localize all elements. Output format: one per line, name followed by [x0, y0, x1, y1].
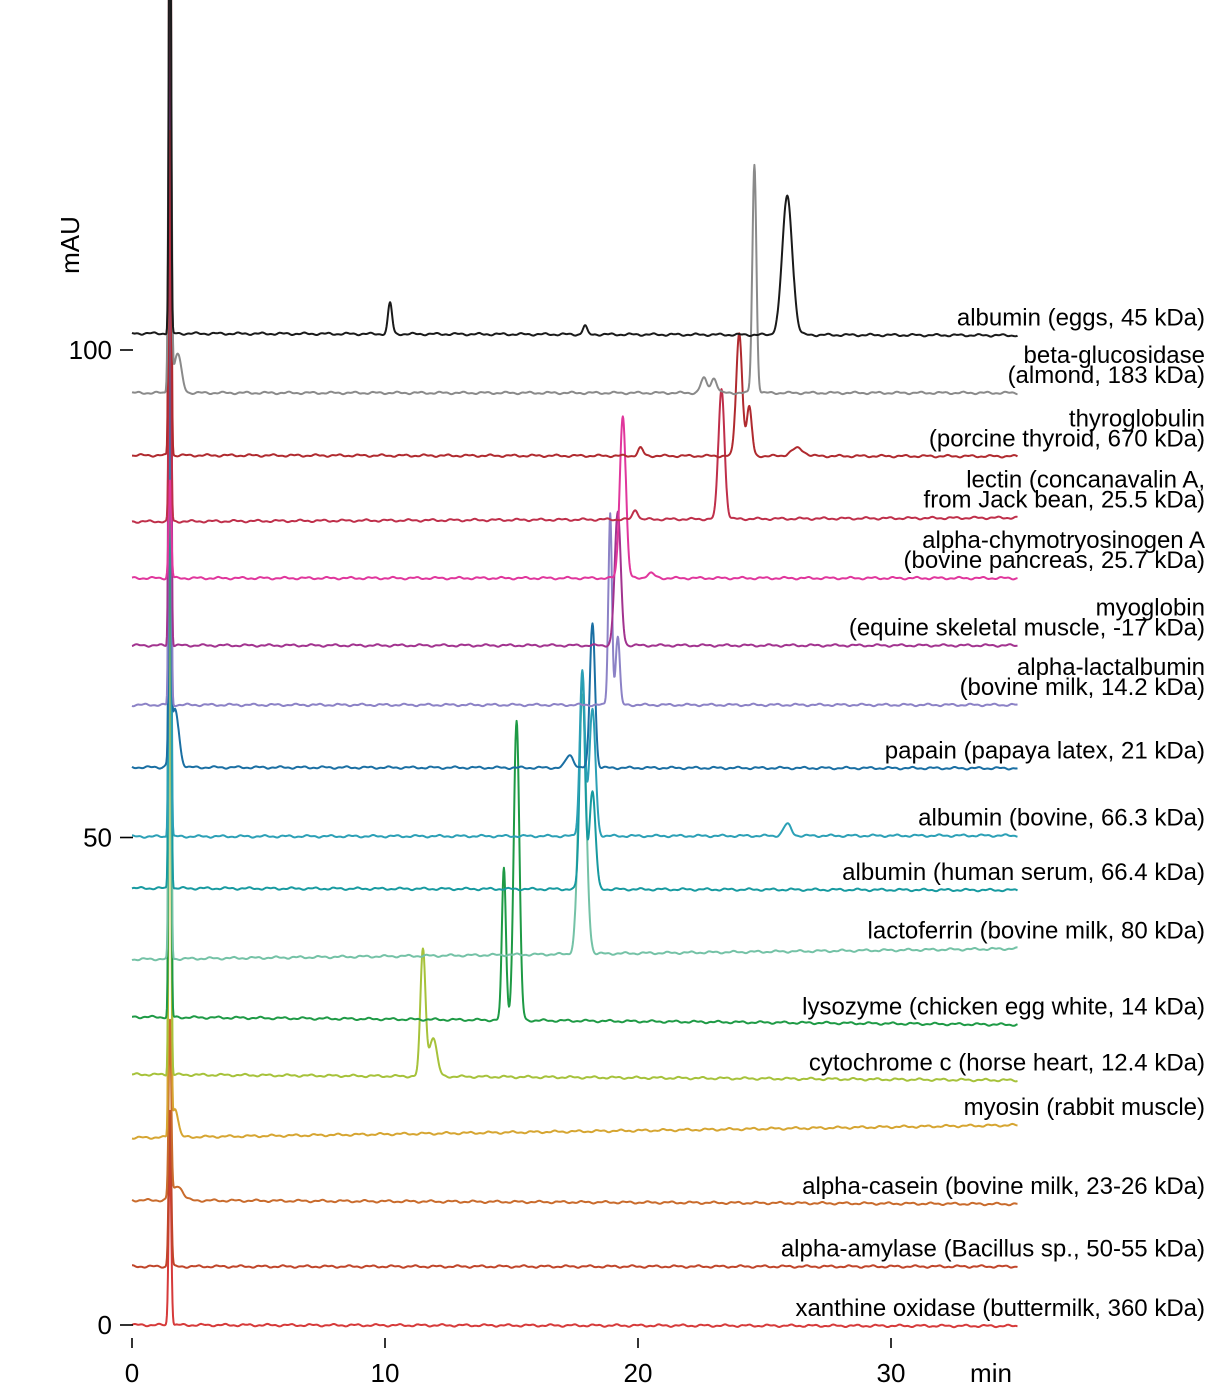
- trace-papain: [131, 273, 1018, 771]
- trace-albumin-eggs-: [131, 0, 1019, 338]
- series-label: albumin (eggs, 45 kDa): [957, 304, 1205, 331]
- trace-alpha-casein: [131, 1018, 1018, 1207]
- series-label: from Jack bean, 25.5 kDa): [924, 487, 1205, 514]
- series-label: papain (papaya latex, 21 kDa): [885, 737, 1205, 764]
- axes: mAU min: [55, 216, 1012, 1388]
- trace-albumin-bovine-: [131, 0, 1018, 839]
- y-tick-label: 100: [69, 335, 112, 365]
- series-label: cytochrome c (horse heart, 12.4 kDa): [809, 1049, 1205, 1076]
- series-label: albumin (bovine, 66.3 kDa): [918, 805, 1205, 832]
- series-label: alpha-amylase (Bacillus sp., 50-55 kDa): [781, 1236, 1205, 1263]
- series-label: lectin (concanavalin A,: [966, 467, 1205, 494]
- tick-layer: 0 50 100 0 10 20 30: [69, 335, 906, 1388]
- y-tick-label: 0: [98, 1310, 112, 1340]
- series-label: alpha-casein (bovine milk, 23-26 kDa): [802, 1173, 1205, 1200]
- series-label: (almond, 183 kDa): [1008, 362, 1205, 389]
- trace-alpha-lactalbumin: [131, 0, 1018, 708]
- series-label-layer: xanthine oxidase (buttermilk, 360 kDa) al…: [781, 304, 1205, 1322]
- series-label: (bovine pancreas, 25.7 kDa): [904, 547, 1206, 574]
- series-label: (equine skeletal muscle, -17 kDa): [849, 614, 1205, 641]
- y-axis-label: mAU: [55, 216, 85, 274]
- trace-myoglobin: [131, 0, 1018, 648]
- x-tick-label: 0: [125, 1358, 139, 1388]
- series-label: xanthine oxidase (buttermilk, 360 kDa): [795, 1295, 1205, 1322]
- series-label: myoglobin: [1096, 594, 1205, 621]
- trace-alpha-amylase: [131, 1109, 1018, 1269]
- trace-alpha-chymotrypsinogen-a: [131, 415, 1018, 581]
- trace-beta-glucosidase: [131, 0, 1018, 396]
- series-label: (bovine milk, 14.2 kDa): [960, 674, 1205, 701]
- x-tick-label: 20: [624, 1358, 653, 1388]
- trace-lectin: [131, 130, 1018, 524]
- series-label: alpha-lactalbumin: [1017, 654, 1205, 681]
- trace-albumin-human-serum-: [131, 10, 1019, 893]
- trace-xanthine-oxidase: [131, 1149, 1018, 1329]
- series-label: (porcine thyroid, 670 kDa): [929, 425, 1205, 452]
- trace-cytochrome-c: [131, 293, 1018, 1083]
- series-label: beta-glucosidase: [1024, 342, 1205, 369]
- trace-myosin: [131, 397, 1018, 1140]
- series-label: alpha-chymotryosinogen A: [922, 527, 1205, 554]
- series-label: thyroglobulin: [1069, 405, 1205, 432]
- series-label: myosin (rabbit muscle): [964, 1094, 1205, 1121]
- series-label: lysozyme (chicken egg white, 14 kDa): [802, 994, 1205, 1021]
- trace-lactoferrin: [131, 128, 1018, 962]
- series-label: albumin (human serum, 66.4 kDa): [842, 859, 1205, 886]
- trace-thyroglobulin: [131, 0, 1019, 459]
- trace-layer: [131, 0, 1019, 1329]
- y-tick-label: 50: [83, 823, 112, 853]
- x-tick-label: 30: [877, 1358, 906, 1388]
- x-tick-label: 10: [371, 1358, 400, 1388]
- series-label: lactoferrin (bovine milk, 80 kDa): [868, 918, 1205, 945]
- x-axis-label: min: [970, 1358, 1012, 1388]
- trace-lysozyme: [131, 186, 1018, 1027]
